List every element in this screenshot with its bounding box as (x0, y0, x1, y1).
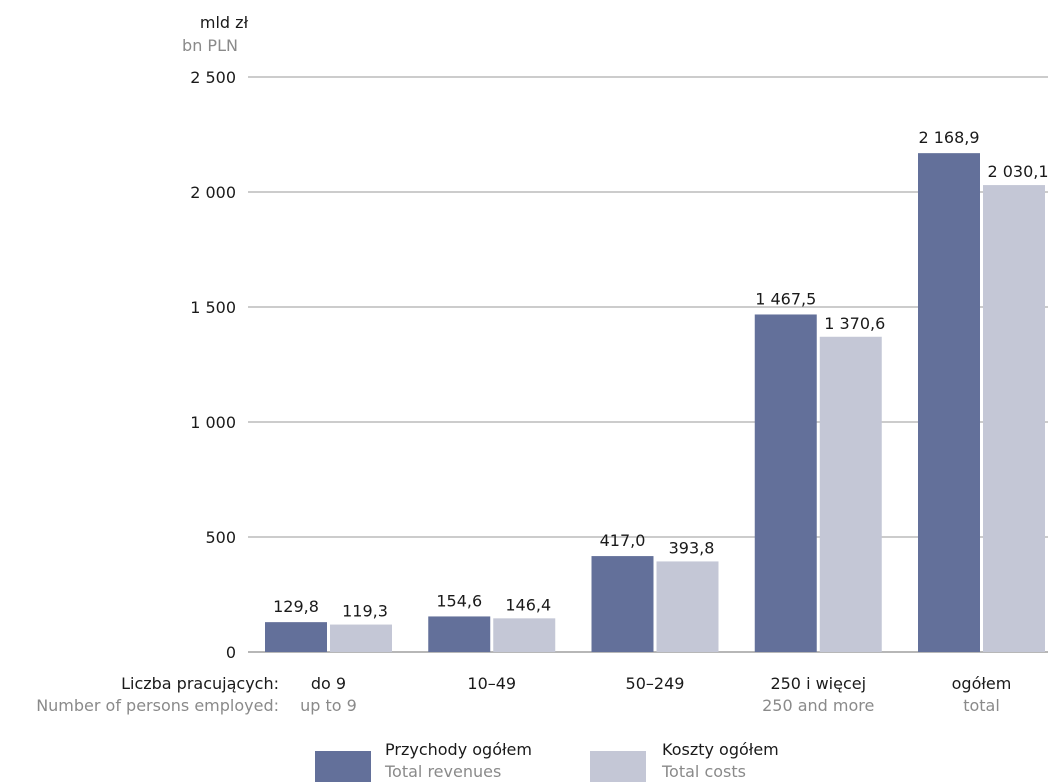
x-tick-labels: do 9 up to 9 10–49 50–249 250 i więcej 250 an… (300, 674, 1011, 715)
legend-swatch-revenues (315, 751, 371, 782)
x-tick-label: 10–49 (467, 674, 516, 693)
legend-label-revenues-en: Total revenues (384, 762, 501, 781)
data-label: 119,3 (342, 602, 388, 621)
y-axis-label-en: bn PLN (182, 36, 238, 55)
data-label: 129,8 (273, 597, 319, 616)
y-tick-label: 2 500 (190, 68, 236, 87)
bar (493, 618, 556, 652)
x-tick-label: 50–249 (626, 674, 685, 693)
legend-swatch-costs (590, 751, 646, 782)
y-tick-label: 2 000 (190, 183, 236, 202)
legend: Przychody ogółem Total revenues Koszty o… (315, 740, 779, 782)
bar (265, 622, 327, 652)
y-tick-label: 0 (226, 643, 236, 662)
bar (819, 336, 882, 652)
data-label: 393,8 (669, 538, 715, 557)
legend-label-costs: Koszty ogółem (662, 740, 779, 759)
gridlines (248, 76, 1048, 653)
data-labels: 129,8 119,3 154,6 146,4 417,0 393,8 1 467,5 1 3… (273, 128, 1048, 620)
x-tick-label: do 9 (311, 674, 346, 693)
bar (754, 314, 817, 652)
bar (330, 624, 392, 652)
data-label: 1 370,6 (824, 314, 885, 333)
data-label: 417,0 (600, 531, 646, 550)
bars (265, 153, 1045, 652)
x-axis-label-en: Number of persons employed: (36, 696, 279, 715)
bar (591, 556, 654, 652)
legend-label-revenues: Przychody ogółem (385, 740, 532, 759)
bar (656, 561, 719, 652)
x-tick-label: ogółem (952, 674, 1012, 693)
y-axis-label: mld zł (200, 13, 249, 32)
legend-label-costs-en: Total costs (661, 762, 746, 781)
data-label: 146,4 (505, 595, 551, 614)
x-tick-label-en: total (963, 696, 1000, 715)
y-tick-label: 500 (205, 528, 236, 547)
y-tick-labels: 0 500 1 000 1 500 2 000 2 500 (190, 68, 236, 662)
x-tick-label-en: 250 and more (762, 696, 874, 715)
bar (918, 153, 980, 652)
data-label: 2 030,1 (987, 162, 1048, 181)
y-tick-label: 1 500 (190, 298, 236, 317)
data-label: 1 467,5 (755, 289, 816, 308)
x-tick-label: 250 i więcej (770, 674, 866, 693)
data-label: 2 168,9 (918, 128, 979, 147)
bar (983, 185, 1045, 652)
y-tick-label: 1 000 (190, 413, 236, 432)
bar (428, 616, 491, 652)
x-tick-label-en: up to 9 (300, 696, 357, 715)
x-axis-label: Liczba pracujących: (121, 674, 279, 693)
data-label: 154,6 (436, 591, 482, 610)
